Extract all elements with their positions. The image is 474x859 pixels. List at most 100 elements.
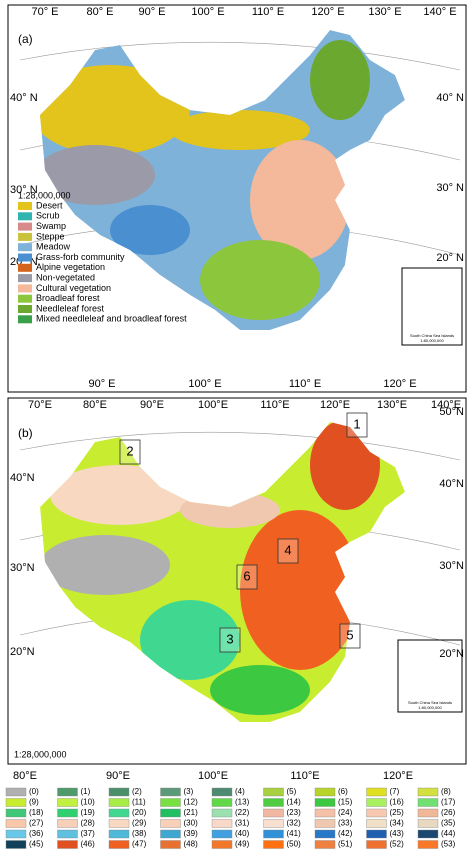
class-swatch — [263, 829, 284, 839]
class-label: (23) — [287, 808, 302, 817]
class-swatch — [263, 819, 284, 828]
legend-label: Cultural vegetation — [36, 283, 111, 293]
class-swatch — [5, 798, 27, 807]
class-label: (12) — [184, 798, 199, 807]
map-a — [40, 30, 405, 330]
lat-label: 30°N — [10, 562, 35, 574]
class-swatch — [366, 840, 387, 849]
legend-label: Mixed needleleaf and broadleaf forest — [36, 314, 187, 324]
class-label: (24) — [338, 808, 353, 817]
class-swatch — [366, 798, 387, 807]
lon-label: 140° E — [423, 6, 456, 18]
class-swatch — [160, 798, 181, 807]
class-label: (5) — [287, 787, 297, 796]
class-swatch — [108, 798, 130, 807]
class-label: (45) — [29, 840, 44, 849]
region-label: 6 — [243, 568, 250, 583]
class-label: (34) — [390, 819, 405, 828]
class-swatch — [211, 808, 233, 818]
class-swatch — [366, 787, 387, 797]
class-label: (27) — [29, 819, 44, 828]
lat-label: 40° N — [10, 92, 38, 104]
class-label: (50) — [287, 840, 302, 849]
legend-swatch — [18, 274, 32, 283]
class-label: (1) — [81, 787, 91, 796]
legend-label: Non-vegetated — [36, 272, 95, 282]
class-label: (31) — [235, 819, 250, 828]
panel-label: (b) — [18, 426, 33, 440]
lon-label: 80°E — [13, 770, 37, 782]
region-box — [119, 439, 141, 465]
class-swatch — [5, 819, 27, 828]
lon-label: 130° E — [368, 6, 401, 18]
class-swatch — [211, 787, 233, 797]
class-swatch — [211, 798, 233, 807]
class-label: (30) — [184, 819, 199, 828]
panel-label: (a) — [18, 32, 33, 46]
legend-swatch — [18, 243, 32, 252]
class-label: (4) — [235, 787, 245, 796]
legend-label: Broadleaf forest — [36, 293, 100, 303]
lon-label: 110°E — [260, 399, 289, 411]
lon-label: 120°E — [320, 399, 350, 411]
class-label: (37) — [81, 829, 96, 838]
legend-swatch — [18, 222, 32, 231]
class-label: (7) — [390, 787, 400, 796]
class-label: (33) — [338, 819, 353, 828]
legend-swatch — [18, 253, 32, 262]
lon-label: 100°E — [198, 770, 228, 782]
class-swatch — [366, 829, 387, 839]
class-label: (6) — [338, 787, 348, 796]
class-label: (3) — [184, 787, 194, 796]
class-swatch — [108, 787, 130, 797]
inset-b — [397, 639, 463, 713]
class-swatch — [211, 829, 233, 839]
lon-label: 120°E — [383, 770, 413, 782]
class-label: (8) — [441, 787, 451, 796]
class-swatch — [417, 819, 439, 828]
legend-swatch — [18, 284, 32, 293]
class-swatch — [57, 808, 78, 818]
inset-title: South China Sea Islands — [408, 700, 452, 705]
legend-label: Alpine vegetation — [36, 262, 105, 272]
class-label: (9) — [29, 798, 39, 807]
legend-swatch — [18, 315, 32, 324]
class-swatch — [314, 798, 336, 807]
lon-label: 80°E — [83, 399, 107, 411]
region-box — [219, 627, 241, 653]
class-swatch — [314, 808, 336, 818]
class-swatch — [314, 840, 336, 849]
region-label: 5 — [346, 627, 353, 642]
legend-label: Meadow — [36, 242, 71, 252]
class-swatch — [108, 808, 130, 818]
class-label: (15) — [338, 798, 353, 807]
inset-scale: 1:80,000,000 — [418, 705, 442, 710]
class-label: (41) — [287, 829, 302, 838]
class-label: (2) — [132, 787, 142, 796]
lon-label: 100° E — [191, 6, 224, 18]
class-swatch — [57, 840, 78, 849]
class-swatch — [417, 829, 439, 839]
legend-label: Scrub — [36, 211, 60, 221]
class-label: (10) — [81, 798, 96, 807]
class-label: (0) — [29, 787, 39, 796]
region-label: 3 — [226, 631, 233, 646]
lon-label: 120° E — [311, 6, 344, 18]
lon-label: 70° E — [31, 6, 58, 18]
class-label: (28) — [81, 819, 96, 828]
class-label: (52) — [390, 840, 405, 849]
class-swatch — [160, 840, 181, 849]
class-label: (51) — [338, 840, 353, 849]
class-swatch — [314, 787, 336, 797]
class-label: (53) — [441, 840, 456, 849]
class-label: (17) — [441, 798, 456, 807]
inset-a — [401, 267, 463, 346]
class-swatch — [5, 829, 27, 839]
class-swatch — [108, 829, 130, 839]
class-label: (48) — [184, 840, 199, 849]
lon-label: 110° E — [252, 6, 284, 18]
region-label: 1 — [353, 416, 360, 431]
scale: 1:28,000,000 — [18, 190, 71, 200]
legend-swatch — [18, 212, 32, 221]
